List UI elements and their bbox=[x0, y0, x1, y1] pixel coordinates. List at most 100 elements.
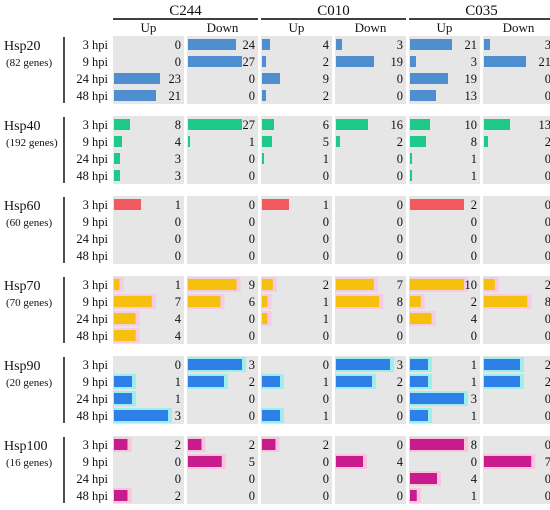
value-label-hsp70-c244-up-3-hpi: 1 bbox=[175, 278, 181, 292]
timepoint-label-hsp20-48-hpi: 48 hpi bbox=[76, 89, 108, 103]
bar-hsp20-c035-up-9-hpi bbox=[410, 56, 416, 67]
value-label-hsp100-c244-up-9-hpi: 0 bbox=[175, 455, 181, 469]
bar-hsp90-c035-up-48-hpi bbox=[410, 410, 428, 421]
bar-hsp40-c244-down-9-hpi bbox=[188, 136, 190, 147]
bar-hsp100-c035-down-9-hpi bbox=[484, 456, 532, 467]
value-label-hsp20-c244-up-24-hpi: 23 bbox=[169, 72, 182, 86]
bar-hsp20-c244-up-48-hpi bbox=[114, 90, 156, 101]
bar-hsp70-c244-down-9-hpi bbox=[188, 296, 221, 307]
direction-label-c035-down: Down bbox=[503, 20, 535, 35]
value-label-hsp70-c010-down-3-hpi: 7 bbox=[397, 278, 403, 292]
strain-label-c035: C035 bbox=[465, 3, 498, 19]
panel-hsp60-c010-down bbox=[335, 196, 406, 264]
value-label-hsp70-c010-up-48-hpi: 0 bbox=[323, 329, 329, 343]
value-label-hsp20-c035-down-24-hpi: 0 bbox=[545, 72, 550, 86]
bar-hsp40-c010-up-9-hpi bbox=[262, 136, 272, 147]
bar-hsp20-c010-down-3-hpi bbox=[336, 39, 342, 50]
bar-hsp20-c035-up-24-hpi bbox=[410, 73, 448, 84]
panel-hsp20-c010-up bbox=[261, 36, 332, 104]
strain-label-c244: C244 bbox=[169, 3, 202, 19]
timepoint-label-hsp70-3-hpi: 3 hpi bbox=[83, 278, 109, 292]
timepoint-label-hsp40-24-hpi: 24 hpi bbox=[76, 152, 108, 166]
value-label-hsp60-c035-up-48-hpi: 0 bbox=[471, 249, 477, 263]
value-label-hsp100-c244-down-9-hpi: 5 bbox=[249, 455, 255, 469]
timepoint-label-hsp60-48-hpi: 48 hpi bbox=[76, 249, 108, 263]
bar-hsp20-c010-up-9-hpi bbox=[262, 56, 266, 67]
bar-hsp40-c035-down-3-hpi bbox=[484, 119, 510, 130]
bar-hsp40-c010-up-3-hpi bbox=[262, 119, 274, 130]
bar-hsp90-c035-down-3-hpi bbox=[484, 359, 520, 370]
value-label-hsp100-c035-down-9-hpi: 7 bbox=[545, 455, 550, 469]
value-label-hsp60-c035-down-9-hpi: 0 bbox=[545, 215, 550, 229]
bar-hsp90-c244-up-24-hpi bbox=[114, 393, 132, 404]
value-label-hsp100-c035-up-9-hpi: 0 bbox=[471, 455, 477, 469]
value-label-hsp100-c010-down-3-hpi: 0 bbox=[397, 438, 403, 452]
timepoint-label-hsp90-24-hpi: 24 hpi bbox=[76, 392, 108, 406]
value-label-hsp70-c244-up-9-hpi: 7 bbox=[175, 295, 181, 309]
bar-hsp20-c035-up-3-hpi bbox=[410, 39, 452, 50]
value-label-hsp20-c035-up-48-hpi: 13 bbox=[465, 89, 478, 103]
value-label-hsp20-c244-up-3-hpi: 0 bbox=[175, 38, 181, 52]
value-label-hsp60-c010-up-24-hpi: 0 bbox=[323, 232, 329, 246]
timepoint-label-hsp20-24-hpi: 24 hpi bbox=[76, 72, 108, 86]
value-label-hsp40-c244-up-48-hpi: 3 bbox=[175, 169, 181, 183]
value-label-hsp20-c035-down-48-hpi: 0 bbox=[545, 89, 550, 103]
value-label-hsp100-c035-down-48-hpi: 0 bbox=[545, 489, 550, 503]
value-label-hsp20-c010-down-24-hpi: 0 bbox=[397, 72, 403, 86]
bar-hsp40-c010-up-24-hpi bbox=[262, 153, 264, 164]
value-label-hsp20-c244-up-9-hpi: 0 bbox=[175, 55, 181, 69]
bar-hsp20-c010-up-48-hpi bbox=[262, 90, 266, 101]
value-label-hsp70-c035-down-24-hpi: 0 bbox=[545, 312, 550, 326]
value-label-hsp40-c010-down-24-hpi: 0 bbox=[397, 152, 403, 166]
bar-hsp40-c244-up-3-hpi bbox=[114, 119, 130, 130]
value-label-hsp90-c010-up-9-hpi: 1 bbox=[323, 375, 329, 389]
value-label-hsp70-c035-up-9-hpi: 2 bbox=[471, 295, 477, 309]
value-label-hsp60-c244-up-9-hpi: 0 bbox=[175, 215, 181, 229]
value-label-hsp90-c244-down-9-hpi: 2 bbox=[249, 375, 255, 389]
value-label-hsp100-c010-up-9-hpi: 0 bbox=[323, 455, 329, 469]
value-label-hsp90-c010-down-24-hpi: 0 bbox=[397, 392, 403, 406]
value-label-hsp20-c010-up-24-hpi: 9 bbox=[323, 72, 329, 86]
direction-label-c010-up: Up bbox=[289, 20, 305, 35]
value-label-hsp70-c035-up-24-hpi: 4 bbox=[471, 312, 478, 326]
value-label-hsp70-c244-up-48-hpi: 4 bbox=[175, 329, 182, 343]
value-label-hsp20-c244-down-9-hpi: 27 bbox=[243, 55, 256, 69]
value-label-hsp20-c244-up-48-hpi: 21 bbox=[169, 89, 182, 103]
bar-hsp70-c010-down-3-hpi bbox=[336, 279, 374, 290]
value-label-hsp100-c035-up-48-hpi: 1 bbox=[471, 489, 477, 503]
timepoint-label-hsp100-3-hpi: 3 hpi bbox=[83, 438, 109, 452]
value-label-hsp40-c035-down-24-hpi: 0 bbox=[545, 152, 550, 166]
value-label-hsp40-c244-down-3-hpi: 27 bbox=[243, 118, 256, 132]
timepoint-label-hsp70-24-hpi: 24 hpi bbox=[76, 312, 108, 326]
value-label-hsp40-c244-down-24-hpi: 0 bbox=[249, 152, 255, 166]
value-label-hsp40-c010-up-24-hpi: 1 bbox=[323, 152, 329, 166]
timepoint-label-hsp40-48-hpi: 48 hpi bbox=[76, 169, 108, 183]
value-label-hsp90-c035-down-9-hpi: 2 bbox=[545, 375, 550, 389]
timepoint-label-hsp60-3-hpi: 3 hpi bbox=[83, 198, 109, 212]
value-label-hsp90-c035-up-9-hpi: 1 bbox=[471, 375, 477, 389]
bar-hsp20-c244-down-3-hpi bbox=[188, 39, 236, 50]
group-genes-hsp20: (82 genes) bbox=[6, 57, 52, 69]
bar-hsp20-c035-down-9-hpi bbox=[484, 56, 526, 67]
value-label-hsp60-c035-up-3-hpi: 2 bbox=[471, 198, 477, 212]
value-label-hsp90-c010-down-48-hpi: 0 bbox=[397, 409, 403, 423]
bar-hsp100-c010-down-9-hpi bbox=[336, 456, 363, 467]
bar-hsp90-c010-up-9-hpi bbox=[262, 376, 280, 387]
value-label-hsp60-c035-down-48-hpi: 0 bbox=[545, 249, 550, 263]
value-label-hsp70-c010-up-24-hpi: 1 bbox=[323, 312, 329, 326]
value-label-hsp20-c035-up-3-hpi: 21 bbox=[465, 38, 478, 52]
bar-hsp70-c010-up-3-hpi bbox=[262, 279, 273, 290]
value-label-hsp90-c010-up-3-hpi: 0 bbox=[323, 358, 329, 372]
value-label-hsp90-c035-down-3-hpi: 2 bbox=[545, 358, 550, 372]
bar-hsp90-c244-down-3-hpi bbox=[188, 359, 242, 370]
timepoint-label-hsp60-24-hpi: 24 hpi bbox=[76, 232, 108, 246]
panel-hsp60-c244-down bbox=[187, 196, 258, 264]
value-label-hsp20-c244-down-48-hpi: 0 bbox=[249, 89, 255, 103]
value-label-hsp40-c244-down-9-hpi: 1 bbox=[249, 135, 255, 149]
value-label-hsp40-c035-up-48-hpi: 1 bbox=[471, 169, 477, 183]
bar-hsp100-c244-down-3-hpi bbox=[188, 439, 202, 450]
value-label-hsp90-c010-up-48-hpi: 1 bbox=[323, 409, 329, 423]
value-label-hsp40-c244-down-48-hpi: 0 bbox=[249, 169, 255, 183]
timepoint-label-hsp20-3-hpi: 3 hpi bbox=[83, 38, 109, 52]
bar-hsp100-c035-up-24-hpi bbox=[410, 473, 437, 484]
